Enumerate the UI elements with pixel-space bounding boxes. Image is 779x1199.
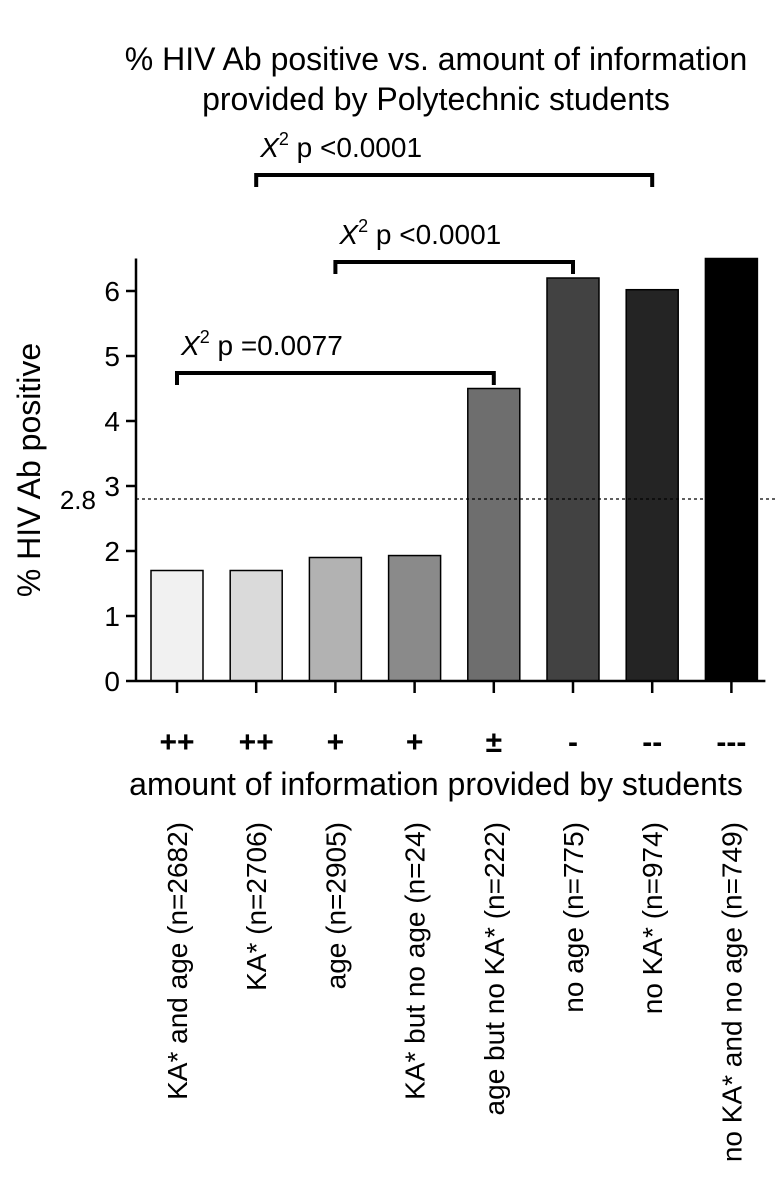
bar-1 bbox=[150, 569, 204, 682]
significance-label-1: X2 p =0.0077 bbox=[180, 327, 343, 361]
y-tick-label-1: 1 bbox=[104, 601, 120, 632]
significance-bracket-1 bbox=[175, 371, 496, 385]
significance-brackets: X2 p =0.0077 X2 p <0.0001 X2 p <0.0001 bbox=[175, 129, 655, 385]
category-label-3: age (n=2905) bbox=[320, 822, 351, 989]
category-label-5: age but no KA* (n=222) bbox=[479, 822, 510, 1115]
y-axis-label: % HIV Ab positive bbox=[11, 343, 47, 597]
y-tick-label-5: 5 bbox=[104, 341, 120, 372]
info-level-2: ++ bbox=[239, 726, 274, 759]
info-level-8: --- bbox=[716, 726, 746, 759]
y-tick-label-6: 6 bbox=[104, 276, 120, 307]
y-tick-label-0: 0 bbox=[104, 666, 120, 697]
chart-title-line-1: % HIV Ab positive vs. amount of informat… bbox=[125, 41, 748, 77]
category-label-6: no age (n=775) bbox=[558, 822, 589, 1013]
category-label-2: KA* (n=2706) bbox=[241, 822, 272, 991]
info-level-1: ++ bbox=[159, 726, 194, 759]
info-level-4: + bbox=[406, 726, 424, 759]
bar-4 bbox=[387, 554, 442, 682]
significance-label-2: X2 p <0.0001 bbox=[338, 216, 501, 250]
bars-group bbox=[150, 257, 759, 682]
category-label-7: no KA* (n=974) bbox=[637, 822, 668, 1014]
bar-6 bbox=[546, 277, 600, 682]
chart-title-line-2: provided by Polytechnic students bbox=[202, 81, 670, 117]
info-level-6: - bbox=[568, 726, 578, 759]
x-axis-label: amount of information provided by studen… bbox=[129, 766, 743, 802]
category-labels-group: ++ ++ + + ± - -- ---KA* and age (n=2682) KA* (n=… bbox=[159, 726, 747, 1162]
significance-label-3: X2 p <0.0001 bbox=[259, 129, 422, 163]
info-level-7: -- bbox=[642, 726, 662, 759]
bar-2 bbox=[229, 569, 283, 682]
bar-3 bbox=[308, 556, 363, 682]
bar-8 bbox=[704, 257, 759, 682]
y-tick-label-3: 3 bbox=[104, 471, 120, 502]
category-label-8: no KA* and no age (n=749) bbox=[716, 822, 747, 1162]
info-level-3: + bbox=[327, 726, 345, 759]
y-tick-label-4: 4 bbox=[104, 406, 120, 437]
significance-bracket-2 bbox=[333, 260, 575, 274]
reference-line-group: 2.8 bbox=[60, 485, 775, 515]
bar-5 bbox=[467, 387, 521, 682]
axes-group: 0 1 2 3 4 5 6 bbox=[104, 258, 766, 697]
category-label-4: KA* but no age (n=24) bbox=[400, 822, 431, 1100]
category-label-1: KA* and age (n=2682) bbox=[162, 822, 193, 1100]
reference-line-label: 2.8 bbox=[60, 485, 96, 515]
bar-7 bbox=[625, 288, 679, 682]
info-level-5: ± bbox=[486, 726, 502, 759]
y-tick-label-2: 2 bbox=[104, 536, 120, 567]
significance-bracket-3 bbox=[254, 173, 655, 187]
